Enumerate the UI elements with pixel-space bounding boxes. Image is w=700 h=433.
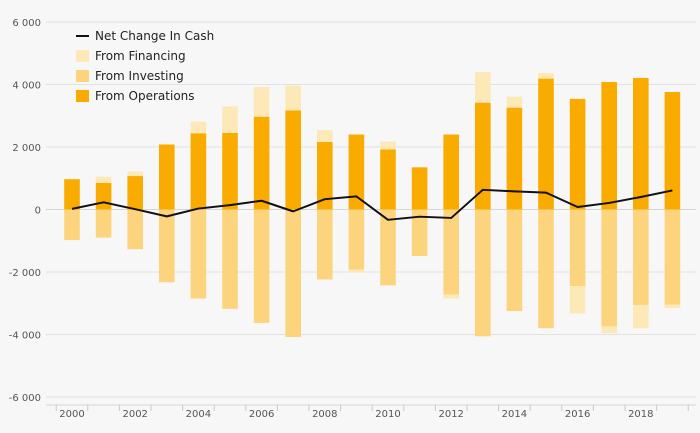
x-tick-label: 2016: [565, 409, 590, 420]
x-tick-label: 2018: [628, 409, 653, 420]
bar-from-financing: [317, 130, 333, 142]
legend-label: From Financing: [95, 49, 186, 63]
x-tick-label: 2002: [122, 409, 147, 420]
bar-from-investing: [127, 209, 143, 250]
bar-from-operations: [127, 176, 143, 210]
bar-from-financing: [253, 87, 270, 117]
line-net-change-in-cash: [71, 188, 673, 221]
y-tick-label: 4 000: [12, 81, 41, 92]
bar-from-financing: [664, 304, 681, 308]
legend-swatch: [76, 50, 89, 62]
bar-from-investing: [222, 209, 238, 309]
bar-from-operations: [569, 98, 586, 210]
bar-from-operations: [664, 92, 681, 210]
bar-from-operations: [633, 77, 649, 210]
bar-from-investing: [285, 209, 301, 337]
bar-from-operations: [506, 107, 523, 210]
y-tick-label: 0: [35, 206, 41, 217]
bar-from-financing: [538, 72, 554, 79]
x-axis: 2000 2002 2004 2006 2008 2010 2012 2014 2016 2018: [46, 404, 696, 420]
x-tick-label: 2000: [59, 409, 84, 420]
bar-from-financing: [601, 326, 617, 334]
bar-from-operations: [285, 110, 301, 210]
grid-lines: [46, 21, 696, 398]
bar-from-investing: [569, 209, 586, 287]
bar-from-operations: [317, 142, 333, 210]
bar-from-financing: [443, 294, 459, 299]
bar-from-investing: [443, 209, 459, 295]
bar-from-operations: [95, 182, 112, 210]
legend-swatch: [76, 70, 89, 82]
x-tick-label: 2006: [249, 409, 274, 420]
legend-label: Net Change In Cash: [95, 29, 214, 43]
x-tick-label: 2004: [186, 409, 211, 420]
bar-from-investing: [538, 209, 554, 329]
bar-from-investing: [664, 209, 681, 305]
legend-label: From Operations: [95, 89, 195, 103]
bar-from-financing: [569, 286, 586, 314]
bar-from-operations: [538, 78, 554, 210]
y-tick-label: -6 000: [9, 393, 41, 404]
y-tick-label: -2 000: [9, 268, 41, 279]
bar-from-operations: [475, 102, 491, 210]
y-axis: 6 000 4 000 2 000 0 -2 000 -4 000 -6 000: [9, 18, 41, 404]
bar-from-operations: [253, 116, 270, 210]
bar-from-investing: [506, 209, 523, 312]
x-tick-label: 2012: [438, 409, 463, 420]
legend-swatch: [76, 90, 89, 102]
bar-from-investing: [159, 209, 175, 283]
bar-from-financing: [506, 96, 523, 108]
bar-from-operations: [411, 167, 428, 210]
bar-from-operations: [348, 134, 365, 210]
bar-from-operations: [64, 179, 80, 210]
bar-from-investing: [64, 209, 80, 241]
bar-from-investing: [95, 209, 112, 238]
line-series: [71, 188, 673, 221]
bar-from-financing: [348, 269, 365, 273]
bar-from-investing: [253, 209, 270, 323]
bar-from-investing: [633, 209, 649, 306]
bar-from-financing: [222, 106, 238, 133]
bar-from-operations: [380, 149, 396, 210]
legend: Net Change In Cash From Financing From Inv…: [76, 29, 214, 103]
bar-from-financing: [380, 141, 396, 150]
bar-from-investing: [317, 209, 333, 280]
y-tick-label: 2 000: [12, 143, 41, 154]
x-tick-label: 2010: [375, 409, 400, 420]
bar-from-operations: [159, 144, 175, 210]
bar-from-investing: [190, 209, 207, 299]
bar-from-operations: [601, 82, 617, 210]
bar-from-financing: [633, 305, 649, 329]
bar-from-investing: [475, 209, 491, 337]
x-tick-label: 2014: [502, 409, 527, 420]
x-tick-label: 2008: [312, 409, 337, 420]
legend-label: From Investing: [95, 69, 184, 83]
bar-from-financing: [95, 176, 112, 183]
bar-series: [64, 72, 681, 337]
y-tick-label: 6 000: [12, 18, 41, 29]
bar-from-financing: [127, 171, 143, 177]
bar-from-investing: [348, 209, 365, 270]
y-tick-label: -4 000: [9, 331, 41, 342]
bar-from-financing: [285, 85, 301, 111]
bar-from-operations: [190, 133, 207, 210]
bar-from-investing: [411, 209, 428, 257]
bar-from-operations: [443, 134, 459, 210]
bar-from-investing: [601, 209, 617, 327]
bar-from-financing: [475, 72, 491, 103]
bar-from-financing: [190, 121, 207, 134]
bar-from-operations: [222, 132, 238, 210]
bar-from-investing: [380, 209, 396, 286]
